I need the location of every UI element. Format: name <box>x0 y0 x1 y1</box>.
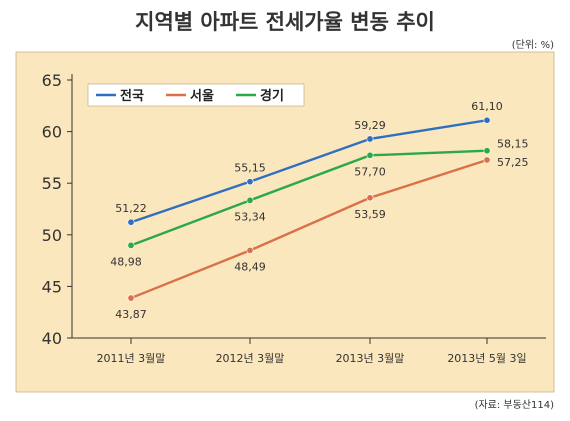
series-line-서울 <box>130 158 488 300</box>
data-point <box>483 116 491 124</box>
data-label: 58,15 <box>497 138 529 151</box>
y-tick-label: 65 <box>42 71 62 90</box>
x-tick-label: 2013년 3월말 <box>336 352 405 365</box>
series-line-전국 <box>130 119 488 224</box>
data-label: 57,70 <box>354 165 386 178</box>
y-tick-label: 55 <box>42 174 62 193</box>
data-point <box>246 196 254 204</box>
data-label: 57,25 <box>497 156 529 169</box>
source-note: (자료: 부동산114) <box>474 400 554 411</box>
data-label: 51,22 <box>115 202 147 215</box>
data-point <box>127 218 135 226</box>
series-line-경기 <box>130 149 488 247</box>
data-point <box>483 156 491 164</box>
data-label: 59,29 <box>354 119 386 132</box>
chart-background <box>15 51 555 393</box>
unit-note: (단위: %) <box>511 40 554 51</box>
data-label: 55,15 <box>234 162 266 175</box>
data-label: 61,10 <box>471 100 503 113</box>
x-tick-label: 2013년 5월 3일 <box>447 351 526 365</box>
y-tick-label: 45 <box>42 277 62 296</box>
data-label: 48,98 <box>110 255 142 268</box>
x-tick-label: 2011년 3월말 <box>97 352 166 365</box>
data-label: 43,87 <box>115 308 147 321</box>
y-tick-label: 60 <box>42 123 62 142</box>
data-point <box>366 194 374 202</box>
data-point <box>366 151 374 159</box>
data-point <box>127 294 135 302</box>
legend-label: 전국 <box>120 88 144 104</box>
data-point <box>246 246 254 254</box>
data-label: 53,59 <box>354 208 386 221</box>
data-label: 48,49 <box>234 260 266 273</box>
data-point <box>483 147 491 155</box>
data-point <box>246 178 254 186</box>
legend-label: 서울 <box>190 88 214 104</box>
data-point <box>366 135 374 143</box>
legend-box <box>87 83 305 107</box>
y-tick-label: 40 <box>42 329 62 348</box>
chart-title: 지역별 아파트 전세가율 변동 추이 <box>135 10 435 34</box>
data-label: 53,34 <box>234 210 266 223</box>
x-tick-label: 2012년 3월말 <box>216 352 285 365</box>
y-tick-label: 50 <box>42 226 62 245</box>
data-point <box>127 241 135 249</box>
legend-label: 경기 <box>260 88 284 104</box>
